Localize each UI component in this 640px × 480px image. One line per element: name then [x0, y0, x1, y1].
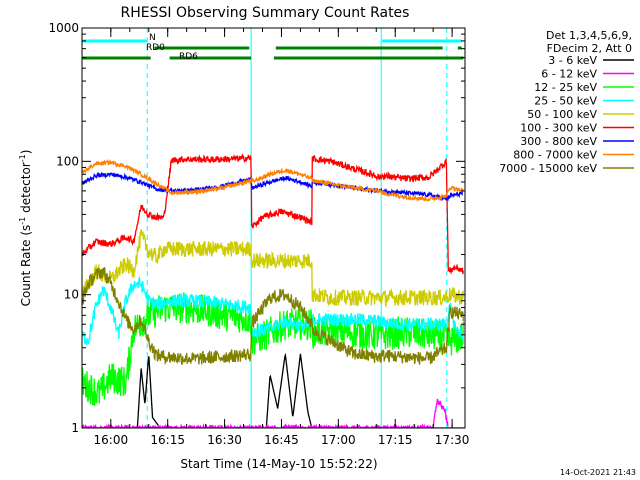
y-axis-title-part-1: Count Rate (s	[19, 225, 33, 307]
series-line	[82, 158, 464, 203]
y-axis-title: Count Rate (s-1 detector-1)	[18, 150, 33, 307]
series-line	[82, 352, 464, 428]
legend-label: 100 - 300 keV	[520, 122, 597, 135]
x-tick-label: 17:00	[321, 433, 356, 447]
flag-label-rd0: RD0	[146, 43, 165, 53]
legend-header: Det 1,3,4,5,6,9,	[546, 29, 632, 42]
x-tick-label: 17:15	[378, 433, 413, 447]
y-axis-title-sup-1: -1	[18, 217, 27, 225]
legend: Det 1,3,4,5,6,9,FDecim 2, Att 03 - 6 keV…	[499, 29, 634, 175]
y-axis-title-part-2: detector	[19, 162, 33, 217]
legend-label: 12 - 25 keV	[534, 81, 597, 94]
legend-label: 6 - 12 keV	[541, 68, 597, 81]
y-tick-label: 1000	[48, 21, 79, 35]
footer-timestamp: 14-Oct-2021 21:43	[560, 468, 636, 477]
y-axis-title-sup-2: -1	[18, 154, 27, 162]
plot-frame	[81, 27, 466, 429]
x-tick-label: 17:30	[435, 433, 470, 447]
y-axis-title-part-3: )	[19, 150, 33, 155]
plot-content	[82, 28, 464, 428]
series-line	[82, 171, 464, 202]
legend-label: 50 - 100 keV	[527, 108, 597, 121]
flag-label-rd6: RD6	[179, 52, 198, 62]
series-line	[82, 153, 464, 275]
y-tick-label: 1	[71, 421, 79, 435]
x-tick-label: 16:45	[264, 433, 299, 447]
legend-label: 800 - 7000 keV	[513, 149, 597, 162]
y-axis: 1 10 100 1000	[48, 21, 465, 435]
chart-title: RHESSI Observing Summary Count Rates	[121, 5, 410, 21]
series-line	[82, 266, 464, 366]
flag-label-n: N	[149, 33, 156, 43]
legend-label: 25 - 50 keV	[534, 95, 597, 108]
legend-label: 300 - 800 keV	[520, 135, 597, 148]
x-tick-label: 16:00	[94, 433, 129, 447]
legend-label: 7000 - 15000 keV	[499, 162, 597, 175]
series-line	[82, 275, 464, 346]
x-axis-title: Start Time (14-May-10 15:52:22)	[180, 457, 377, 471]
series-line	[82, 228, 464, 308]
series-line	[82, 398, 449, 428]
y-tick-label: 10	[64, 288, 79, 302]
x-axis: 16:00 16:15 16:30 16:45 17:00 17:15 17:30	[94, 28, 470, 447]
legend-label: 3 - 6 keV	[548, 54, 597, 67]
x-tick-label: 16:15	[150, 433, 185, 447]
x-tick-label: 16:30	[207, 433, 242, 447]
legend-header: FDecim 2, Att 0	[547, 42, 632, 55]
y-tick-label: 100	[56, 154, 79, 168]
